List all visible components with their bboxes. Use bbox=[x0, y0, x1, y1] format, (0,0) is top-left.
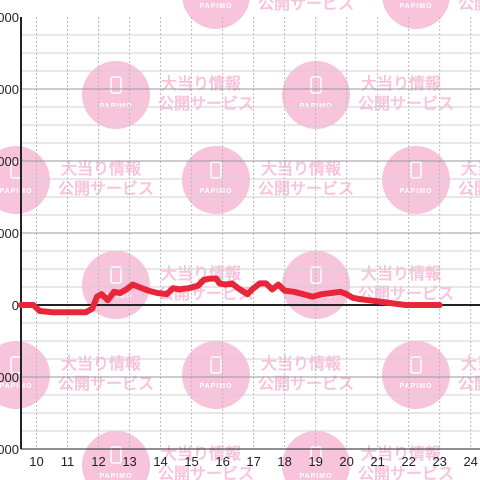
x-tick-label: 15 bbox=[184, 454, 198, 469]
watermark-line1: 大当り情報 bbox=[361, 264, 442, 283]
y-tick-label: -3,000 bbox=[0, 370, 19, 385]
watermark-phone-icon bbox=[110, 76, 122, 94]
watermark-logo-text: PAPIMO bbox=[0, 188, 33, 195]
watermark-line2: 公開サービス bbox=[258, 374, 354, 393]
x-tick-label: 13 bbox=[122, 454, 136, 469]
watermark-logo-text: PAPIMO bbox=[399, 188, 432, 195]
watermark-logo-text: PAPIMO bbox=[399, 3, 432, 10]
y-tick-labels: -6,000 -3,000 0 3,000 6,000 9,000 12,000 bbox=[0, 10, 19, 457]
x-tick-label: 18 bbox=[277, 454, 291, 469]
watermark-logo-icon bbox=[382, 146, 450, 214]
watermark-line1: 大当り情報 bbox=[261, 159, 342, 178]
y-tick-label: 3,000 bbox=[0, 226, 19, 241]
watermark-phone-icon bbox=[110, 446, 122, 464]
watermark-logo-text: PAPIMO bbox=[99, 293, 132, 300]
watermark-line1: 大当り情報 bbox=[261, 354, 342, 373]
watermark-line2: 公開サービス bbox=[258, 179, 354, 198]
series-line bbox=[18, 275, 443, 316]
watermark-logo-icon bbox=[182, 0, 250, 29]
watermark-logo-text: PAPIMO bbox=[0, 383, 33, 390]
watermark-line2: 公開サービス bbox=[258, 0, 354, 13]
x-tick-label: 20 bbox=[339, 454, 353, 469]
x-tick-labels: 10 11 12 13 14 15 16 17 18 19 20 21 22 23 24 bbox=[29, 454, 478, 469]
x-tick-label: 14 bbox=[153, 454, 167, 469]
watermark-line2: 公開サービス bbox=[358, 464, 454, 480]
watermark-line2: 公開サービス bbox=[158, 464, 254, 480]
y-tick-label: 6,000 bbox=[0, 154, 19, 169]
watermark-line2: 公開サービス bbox=[458, 0, 480, 13]
watermark-line1: 大当り情報 bbox=[161, 444, 242, 463]
watermark-line2: 公開サービス bbox=[358, 284, 454, 303]
watermark-logo-icon bbox=[282, 431, 350, 480]
grid-lines bbox=[21, 17, 480, 449]
x-tick-label: 24 bbox=[463, 454, 477, 469]
x-tick-label: 17 bbox=[246, 454, 260, 469]
watermark-logo-text: PAPIMO bbox=[199, 383, 232, 390]
watermark-phone-icon bbox=[210, 161, 222, 179]
x-tick-label: 21 bbox=[370, 454, 384, 469]
watermark-logo-icon bbox=[382, 0, 450, 29]
watermark-line1: 大当り情報 bbox=[461, 159, 480, 178]
x-tick-label: 22 bbox=[401, 454, 415, 469]
x-tick-label: 11 bbox=[61, 454, 75, 469]
watermark-line1: 大当り情報 bbox=[361, 74, 442, 93]
watermark-logo-icon bbox=[382, 341, 450, 409]
watermark-line2: 公開サービス bbox=[458, 374, 480, 393]
y-tick-label: -6,000 bbox=[0, 442, 19, 457]
watermark-logo-icon bbox=[0, 341, 50, 409]
y-tick-label: 9,000 bbox=[0, 82, 19, 97]
y-tick-label: 0 bbox=[12, 298, 19, 313]
watermark-phone-icon bbox=[410, 356, 422, 374]
watermark-phone-icon bbox=[410, 161, 422, 179]
watermark-line2: 公開サービス bbox=[58, 179, 154, 198]
watermark-phone-icon bbox=[110, 266, 122, 284]
x-tick-label: 12 bbox=[91, 454, 105, 469]
watermark-logo-text: PAPIMO bbox=[299, 473, 332, 480]
watermark-logo-text: PAPIMO bbox=[399, 383, 432, 390]
watermark-logo-icon bbox=[182, 146, 250, 214]
watermark-logo-text: PAPIMO bbox=[99, 473, 132, 480]
watermark-phone-icon bbox=[210, 356, 222, 374]
watermark-logo-icon bbox=[182, 341, 250, 409]
watermark-logo-text: PAPIMO bbox=[199, 188, 232, 195]
y-tick-label: 12,000 bbox=[0, 10, 19, 25]
watermark-line2: 公開サービス bbox=[358, 94, 454, 113]
watermark-logo-text: PAPIMO bbox=[199, 3, 232, 10]
x-tick-label: 23 bbox=[432, 454, 446, 469]
watermark-line1: 大当り情報 bbox=[161, 74, 242, 93]
data-series bbox=[18, 275, 443, 316]
watermark-line2: 公開サービス bbox=[158, 94, 254, 113]
x-tick-label: 16 bbox=[215, 454, 229, 469]
watermark-line2: 公開サービス bbox=[458, 179, 480, 198]
x-tick-label: 10 bbox=[29, 454, 43, 469]
x-tick-label: 19 bbox=[308, 454, 322, 469]
watermark-logo-icon bbox=[82, 431, 150, 480]
watermark-line1: 大当り情報 bbox=[61, 159, 142, 178]
